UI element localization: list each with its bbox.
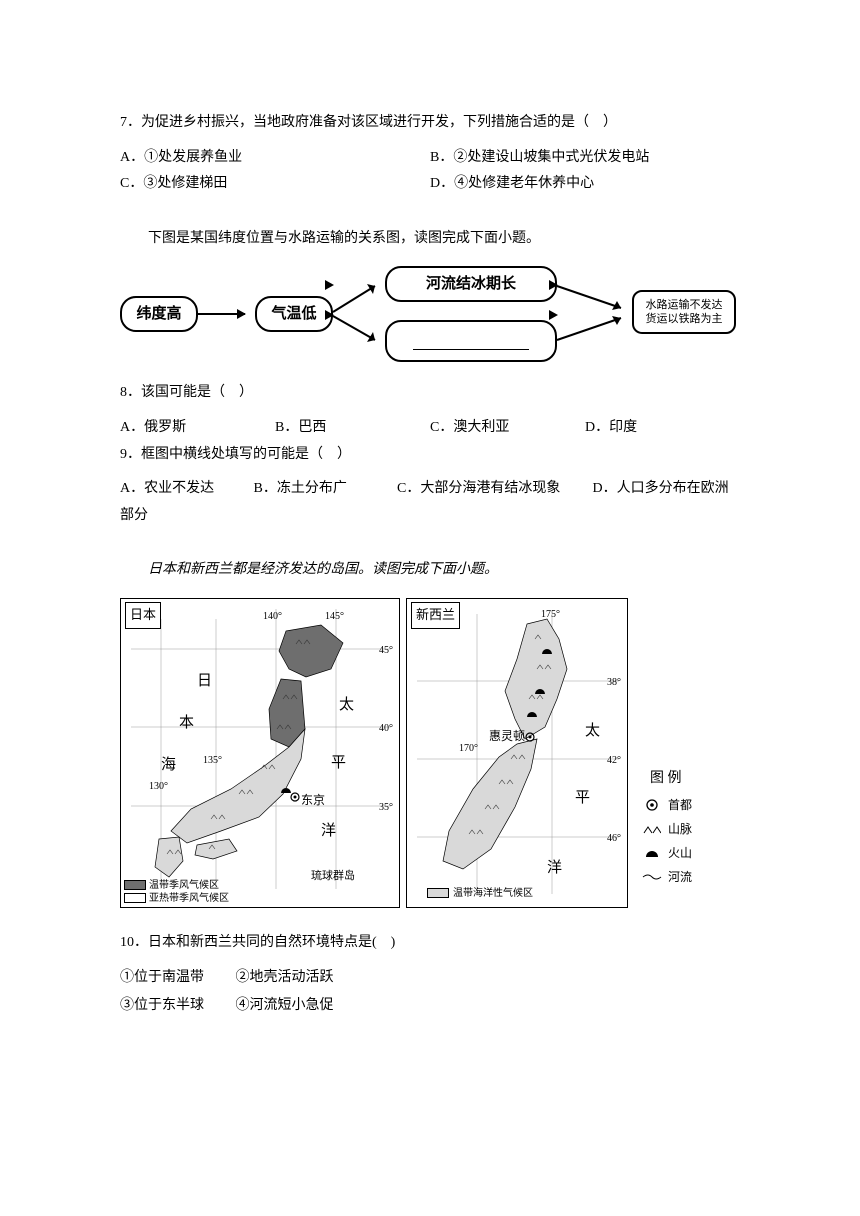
japan-title: 日本 xyxy=(125,602,161,629)
sea-japan-ri: 日 xyxy=(197,667,212,696)
volcano-icon xyxy=(642,848,662,858)
pac-tai: 太 xyxy=(339,691,354,720)
nz-pac-yang: 洋 xyxy=(547,854,562,883)
legend-title: 图 例 xyxy=(650,766,682,793)
q7-options: A．①处发展养鱼业 B．②处建设山坡集中式光伏发电站 C．③处修建梯田 D．④处… xyxy=(120,145,740,198)
jp-lat-35: 35° xyxy=(379,798,393,817)
nz-lat-46: 46° xyxy=(607,829,621,848)
q7-optC: C．③处修建梯田 xyxy=(120,171,430,198)
jp-temp-label: 温带季风气候区 xyxy=(149,879,219,892)
mtn-icon xyxy=(642,824,662,834)
maps-container: 日本 xyxy=(120,598,740,908)
swatch-light xyxy=(124,893,146,903)
fc-box-ice: 河流结冰期长 xyxy=(385,266,557,302)
fc-arrow-1 xyxy=(198,313,245,315)
swatch-dark xyxy=(124,880,146,890)
leg-vol-text: 火山 xyxy=(668,842,692,865)
nz-lon-170: 170° xyxy=(459,739,478,758)
nz-pac-tai: 太 xyxy=(585,717,600,746)
river-icon xyxy=(642,873,662,881)
japan-legend: 温带季风气候区 亚热带季风气候区 xyxy=(124,879,229,905)
jp-lon-140: 140° xyxy=(263,607,282,626)
q8-optB: B．巴西 xyxy=(275,415,430,442)
nz-coast xyxy=(407,599,629,909)
fc-result-l2: 货运以铁路为主 xyxy=(646,312,723,326)
q10-o3: ③位于东半球 xyxy=(120,998,204,1013)
wellington-label: 惠灵顿 xyxy=(489,725,525,748)
legend-river: 河流 xyxy=(642,866,692,889)
nz-lat-38: 38° xyxy=(607,673,621,692)
jp-subtrop-label: 亚热带季风气候区 xyxy=(149,892,229,905)
leg-mtn-text: 山脉 xyxy=(668,818,692,841)
jp-lon-135: 135° xyxy=(203,751,222,770)
map-japan: 日本 xyxy=(120,598,400,908)
q10-o4: ④河流短小急促 xyxy=(236,998,334,1013)
ryukyu-label: 琉球群岛 xyxy=(311,866,355,887)
legend-mtn: 山脉 xyxy=(642,818,692,841)
sea-japan-hai: 海 xyxy=(161,751,176,780)
context-89: 下图是某国纬度位置与水路运输的关系图，读图完成下面小题。 xyxy=(120,226,740,253)
q8-optA: A．俄罗斯 xyxy=(120,415,275,442)
q7-optB: B．②处建设山坡集中式光伏发电站 xyxy=(430,145,740,172)
q10-line1: ①位于南温带 ②地壳活动活跃 xyxy=(120,965,740,992)
jp-lat-45: 45° xyxy=(379,641,393,660)
q9-optA: A．农业不发达 xyxy=(120,476,250,503)
nz-legend: 温带海洋性气候区 xyxy=(427,884,533,903)
leg-cap-text: 首都 xyxy=(668,794,692,817)
jp-lat-40: 40° xyxy=(379,719,393,738)
capital-icon xyxy=(642,798,662,812)
q9-stem: 9．框图中横线处填写的可能是（ ） xyxy=(120,442,740,469)
context-10: 日本和新西兰都是经济发达的岛国。读图完成下面小题。 xyxy=(120,557,740,584)
nz-climate-label: 温带海洋性气候区 xyxy=(453,884,533,903)
fc-blank-line xyxy=(413,349,529,350)
fc-box-result: 水路运输不发达 货运以铁路为主 xyxy=(632,290,736,334)
map-legend-panel: 图 例 首都 山脉 火山 河流 xyxy=(634,598,730,908)
q7-optA: A．①处发展养鱼业 xyxy=(120,145,430,172)
q10-stem: 10．日本和新西兰共同的自然环境特点是( ) xyxy=(120,930,740,957)
tokyo-label: 东京 xyxy=(301,789,325,812)
q9-optC: C．大部分海港有结冰现象 xyxy=(397,476,589,503)
q9-options: A．农业不发达 B．冻土分布广 C．大部分海港有结冰现象 D．人口多分布在欧洲部… xyxy=(120,476,740,529)
q10-o2: ②地壳活动活跃 xyxy=(236,970,334,985)
pac-ping: 平 xyxy=(331,749,346,778)
nz-title: 新西兰 xyxy=(411,602,460,629)
sea-japan-ben: 本 xyxy=(179,709,194,738)
nz-pac-ping: 平 xyxy=(575,784,590,813)
q7-stem: 7．为促进乡村振兴，当地政府准备对该区域进行开发，下列措施合适的是（ ） xyxy=(120,110,740,137)
fc-result-l1: 水路运输不发达 xyxy=(646,298,723,312)
legend-volcano: 火山 xyxy=(642,842,692,865)
nz-lat-42: 42° xyxy=(607,751,621,770)
fc-box-latitude: 纬度高 xyxy=(120,296,198,332)
q8-stem: 8．该国可能是（ ） xyxy=(120,380,740,407)
q8-options: A．俄罗斯 B．巴西 C．澳大利亚 D．印度 xyxy=(120,415,740,442)
jp-lon-130: 130° xyxy=(149,777,168,796)
legend-capital: 首都 xyxy=(642,794,692,817)
q9-optB: B．冻土分布广 xyxy=(254,476,394,503)
q7-optD: D．④处修建老年休养中心 xyxy=(430,171,740,198)
q10-line2: ③位于东半球 ④河流短小急促 xyxy=(120,993,740,1020)
map-nz: 新西兰 xyxy=(406,598,628,908)
flowchart: 纬度高 气温低 河流结冰期长 水路运输不发达 货运以铁路为主 xyxy=(120,266,740,362)
nz-lon-175: 175° xyxy=(541,605,560,624)
leg-riv-text: 河流 xyxy=(668,866,692,889)
q10-o1: ①位于南温带 xyxy=(120,970,204,985)
nz-swatch xyxy=(427,888,449,898)
q8-optD: D．印度 xyxy=(585,415,740,442)
q8-optC: C．澳大利亚 xyxy=(430,415,585,442)
fc-box-blank xyxy=(385,320,557,362)
fc-box-temp: 气温低 xyxy=(255,296,333,332)
jp-lon-145: 145° xyxy=(325,607,344,626)
pac-yang: 洋 xyxy=(321,817,336,846)
